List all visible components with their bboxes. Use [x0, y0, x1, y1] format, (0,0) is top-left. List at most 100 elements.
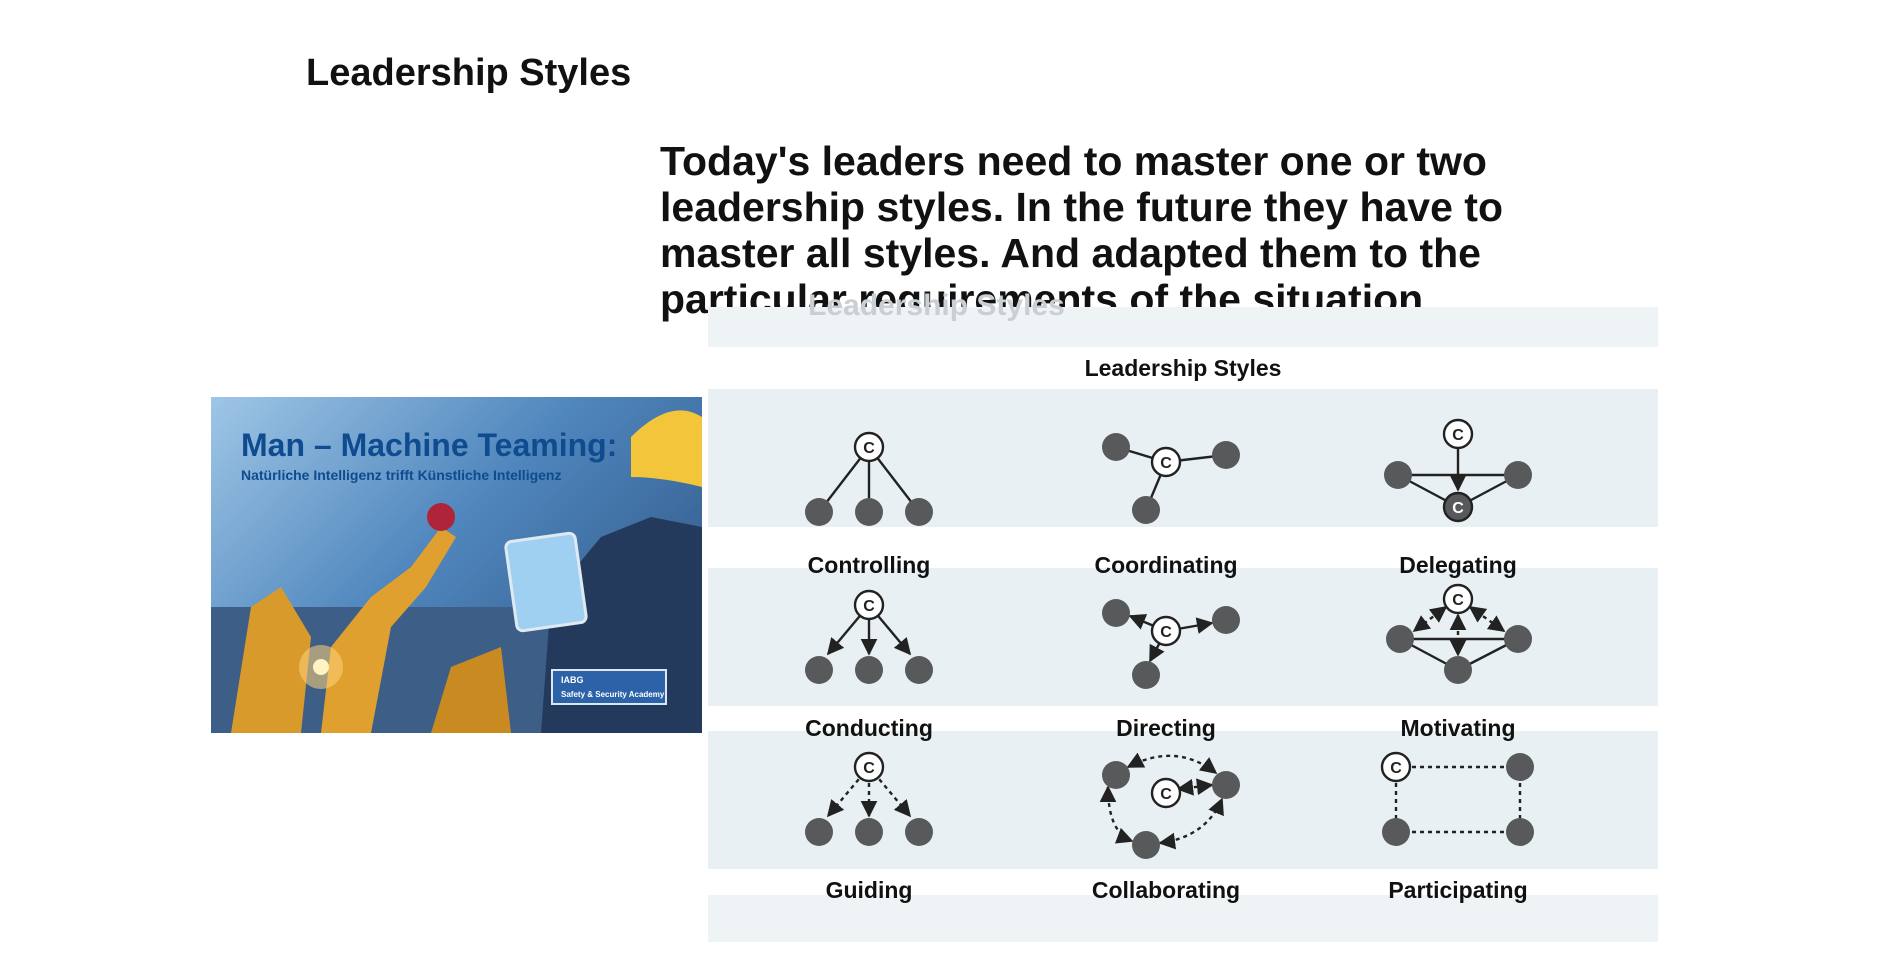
- panel-header-band: [708, 307, 1658, 347]
- member-node: [855, 656, 883, 684]
- connector-arc: [1099, 785, 1134, 844]
- diagram-title: Leadership Styles: [1084, 355, 1282, 381]
- man-machine-teaming-image: Man – Machine Teaming: Natürliche Intell…: [211, 397, 702, 733]
- center-circle: [1150, 777, 1182, 809]
- center-symbol: C: [863, 760, 875, 777]
- ghost-title: Leadership Styles: [808, 289, 1065, 322]
- center-circle: [1442, 418, 1474, 450]
- photo-subline: Natürliche Intelligenz trifft Künstliche…: [241, 467, 562, 483]
- leadership-style-motivating: C Motivating: [1308, 575, 1608, 741]
- center-symbol: C: [1390, 760, 1402, 777]
- center-node: C: [1150, 615, 1182, 647]
- center-symbol: C: [863, 598, 875, 615]
- style-label: Conducting: [805, 715, 933, 741]
- leadership-style-conducting: C Conducting: [719, 575, 1019, 741]
- center-symbol: C: [1452, 592, 1464, 609]
- intro-text: Today's leaders need to master one or tw…: [660, 138, 1560, 322]
- style-label: Participating: [1388, 877, 1528, 903]
- connector-line: [1176, 778, 1214, 796]
- center-circle: [1442, 583, 1474, 615]
- directing-style-icon: C: [1102, 599, 1240, 689]
- center-circle: [1442, 491, 1474, 523]
- slide-title: Leadership Styles: [306, 52, 632, 94]
- leadership-style-guiding: C Guiding: [719, 737, 1019, 903]
- style-label: Directing: [1116, 715, 1216, 741]
- member-node: [1132, 831, 1160, 859]
- leadership-style-directing: C Directing: [1016, 575, 1316, 741]
- center-symbol: C: [1160, 455, 1172, 472]
- member-node: [1212, 771, 1240, 799]
- member-node: [805, 498, 833, 526]
- leadership-style-coordinating: C Coordinating: [1016, 412, 1316, 578]
- center-circle: [853, 431, 885, 463]
- member-node: [855, 818, 883, 846]
- intro-line: Today's leaders need to master one or tw…: [660, 138, 1487, 184]
- leadership-style-participating: C Participating: [1308, 737, 1608, 903]
- center-symbol: C: [1160, 786, 1172, 803]
- style-label: Collaborating: [1091, 877, 1241, 903]
- style-label: Delegating: [1399, 552, 1517, 578]
- member-node: [905, 498, 933, 526]
- center-symbol: C: [1452, 500, 1464, 517]
- member-node: [1444, 656, 1472, 684]
- center-circle: [853, 751, 885, 783]
- leadership-styles-diagram: Leadership Styles Leadership Styles C Con…: [708, 289, 1658, 942]
- style-label: Motivating: [1400, 715, 1516, 741]
- center-node: C: [1380, 751, 1412, 783]
- collaborating-style-icon: C: [1099, 752, 1240, 859]
- leadership-style-collaborating: C Collaborating: [1016, 737, 1316, 903]
- center-circle: [1380, 751, 1412, 783]
- center-node: C: [1150, 777, 1182, 809]
- style-label: Guiding: [825, 877, 913, 903]
- style-label: Coordinating: [1094, 552, 1238, 578]
- center-node: C: [853, 751, 885, 783]
- leadership-style-delegating: C C Delegating: [1308, 412, 1608, 578]
- member-node: [805, 656, 833, 684]
- connector-arc: [1158, 797, 1224, 850]
- coordinating-style-icon: C: [1102, 433, 1240, 524]
- guiding-style-icon: C: [805, 751, 933, 846]
- center-node: C: [853, 589, 885, 621]
- controlling-style-icon: C: [805, 431, 933, 526]
- center-symbol: C: [863, 440, 875, 457]
- center-circle: [1150, 615, 1182, 647]
- member-node: [905, 818, 933, 846]
- member-node: [1506, 753, 1534, 781]
- member-node: [1132, 496, 1160, 524]
- member-node: [1504, 461, 1532, 489]
- member-node: [905, 656, 933, 684]
- center-symbol: C: [1452, 427, 1464, 444]
- connector-line: [1468, 606, 1506, 632]
- conducting-style-icon: C: [805, 589, 933, 684]
- center-node: C: [1442, 583, 1474, 615]
- member-node: [1382, 818, 1410, 846]
- member-node: [855, 498, 883, 526]
- member-node: [1386, 625, 1414, 653]
- member-node: [805, 818, 833, 846]
- connector-arc: [1126, 752, 1218, 775]
- member-node: [1132, 661, 1160, 689]
- member-node: [1212, 441, 1240, 469]
- member-node: [1504, 625, 1532, 653]
- member-node: [1102, 433, 1130, 461]
- style-label: Controlling: [807, 552, 931, 578]
- participating-style-icon: C: [1380, 751, 1534, 846]
- member-node: [1506, 818, 1534, 846]
- intro-line: master all styles. And adapted them to t…: [660, 230, 1481, 276]
- delegating-style-icon: CC: [1384, 418, 1532, 523]
- academy-name: Safety & Security Academy: [561, 690, 665, 699]
- leadership-style-controlling: C Controlling: [719, 412, 1019, 578]
- member-node: [1102, 761, 1130, 789]
- center-node: C: [1150, 446, 1182, 478]
- center-symbol: C: [1160, 624, 1172, 641]
- member-node: [1102, 599, 1130, 627]
- academy-brand: IABG: [561, 675, 584, 685]
- member-node: [1212, 606, 1240, 634]
- center-circle: [853, 589, 885, 621]
- academy-logo: IABG Safety & Security Academy: [551, 669, 667, 705]
- member-node: [1384, 461, 1412, 489]
- center-circle: [1150, 446, 1182, 478]
- photo-headline: Man – Machine Teaming:: [241, 427, 618, 463]
- connector-line: [1412, 605, 1448, 633]
- motivating-style-icon: C: [1386, 583, 1532, 684]
